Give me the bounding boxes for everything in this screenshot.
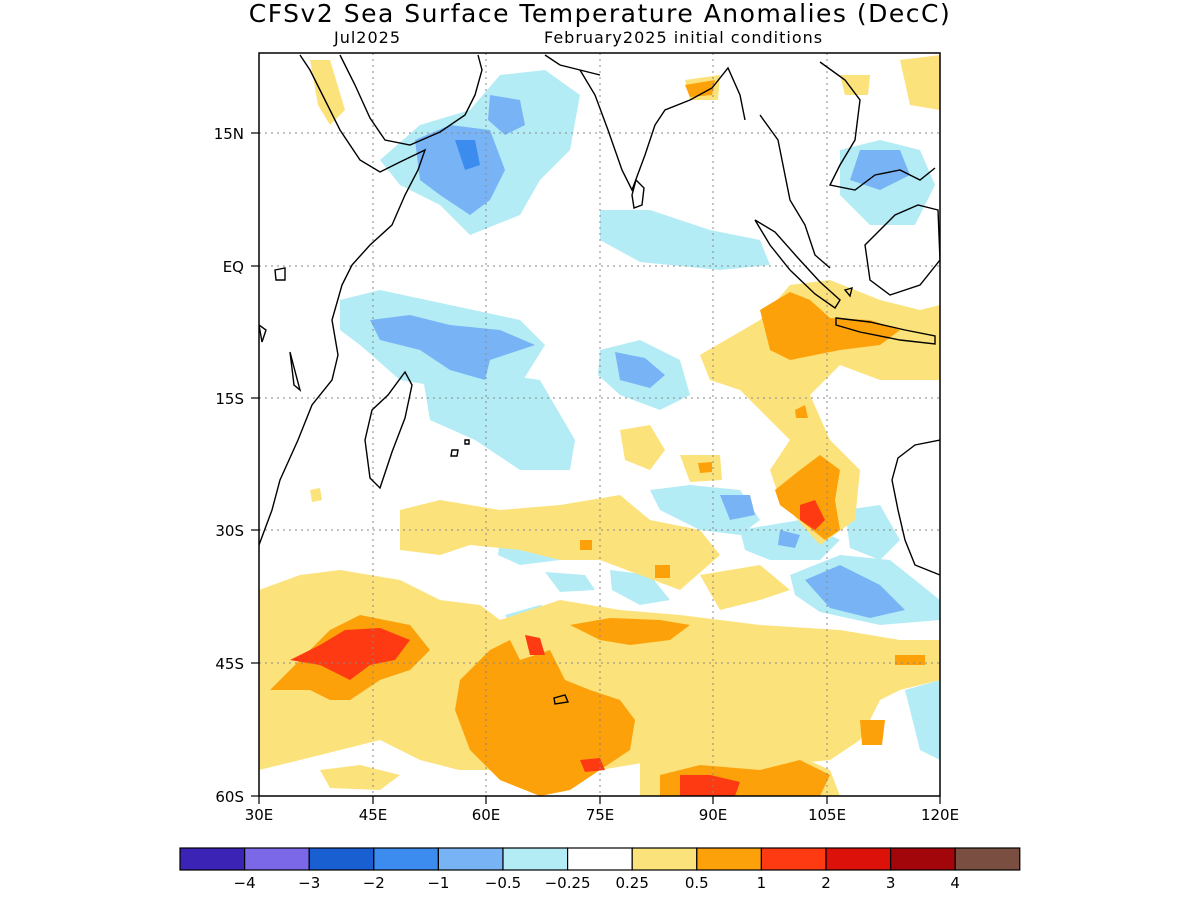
colorbar-swatch [373,847,439,871]
colorbar-label: 2 [821,874,831,892]
initial-conditions: February2025 initial conditions [544,28,824,47]
colorbar-swatch [825,847,892,871]
coastlines [259,54,940,705]
lat-label: 15S [215,390,244,408]
axis-ticks [251,132,941,804]
lat-label: 60S [215,788,244,806]
colorbar-label: −0.25 [545,874,591,892]
colorbar-label: 3 [886,874,896,892]
lat-label: 15N [214,125,244,143]
anomaly-field [259,55,940,796]
colorbar-label: −0.5 [485,874,521,892]
colorbar-swatch [566,847,633,871]
colorbar-label: 4 [950,874,960,892]
colorbar-label: 0.5 [685,874,709,892]
map-title: CFSv2 Sea Surface Temperature Anomalies … [248,0,952,28]
latitude-labels: 15N EQ 15S 30S 45S 60S [214,125,244,806]
longitude-labels: 30E 45E 60E 75E 90E 105E 120E [245,806,959,824]
persia-coast [544,54,601,76]
colorbar-swatch [889,847,956,871]
indochina-coast [819,61,936,191]
lon-label: 105E [808,806,846,824]
java [835,317,936,345]
australia-coast [891,439,940,576]
lat-label: EQ [223,258,244,276]
lat-label: 30S [215,522,244,540]
burma-coast [759,114,831,269]
colorbar-label: 0.25 [615,874,648,892]
sumatra [754,219,841,309]
colorbar-label: 1 [757,874,767,892]
colorbar-label: −1 [427,874,449,892]
lon-label: 90E [699,806,728,824]
colorbar-swatch [696,847,762,871]
africa-coast [259,54,427,546]
graticule [259,53,940,796]
colorbar-swatch [244,847,310,871]
colorbar-label: −4 [234,874,256,892]
lon-label: 120E [921,806,959,824]
colorbar-swatch [437,847,504,871]
colorbar-label: −3 [298,874,320,892]
colorbar-label: −2 [363,874,385,892]
lon-label: 60E [472,806,501,824]
colorbar-swatch [760,847,827,871]
colorbar-swatch [308,847,375,871]
lon-label: 75E [586,806,615,824]
color-legend: −4 −3 −2 −1 −0.5 −0.25 0.25 0.5 1 2 3 4 [179,847,1021,892]
colorbar-swatch [502,847,569,871]
colorbar-swatch [954,847,1021,871]
lon-label: 45E [359,806,388,824]
india-coast [579,66,746,192]
forecast-month: Jul2025 [334,28,402,47]
lon-label: 30E [245,806,274,824]
madagascar [364,370,413,490]
sri-lanka [631,178,645,209]
borneo [864,204,940,296]
arabia-coast [339,54,483,146]
lat-label: 45S [215,655,244,673]
colorbar-swatch [179,847,246,871]
colorbar-swatch [631,847,698,871]
